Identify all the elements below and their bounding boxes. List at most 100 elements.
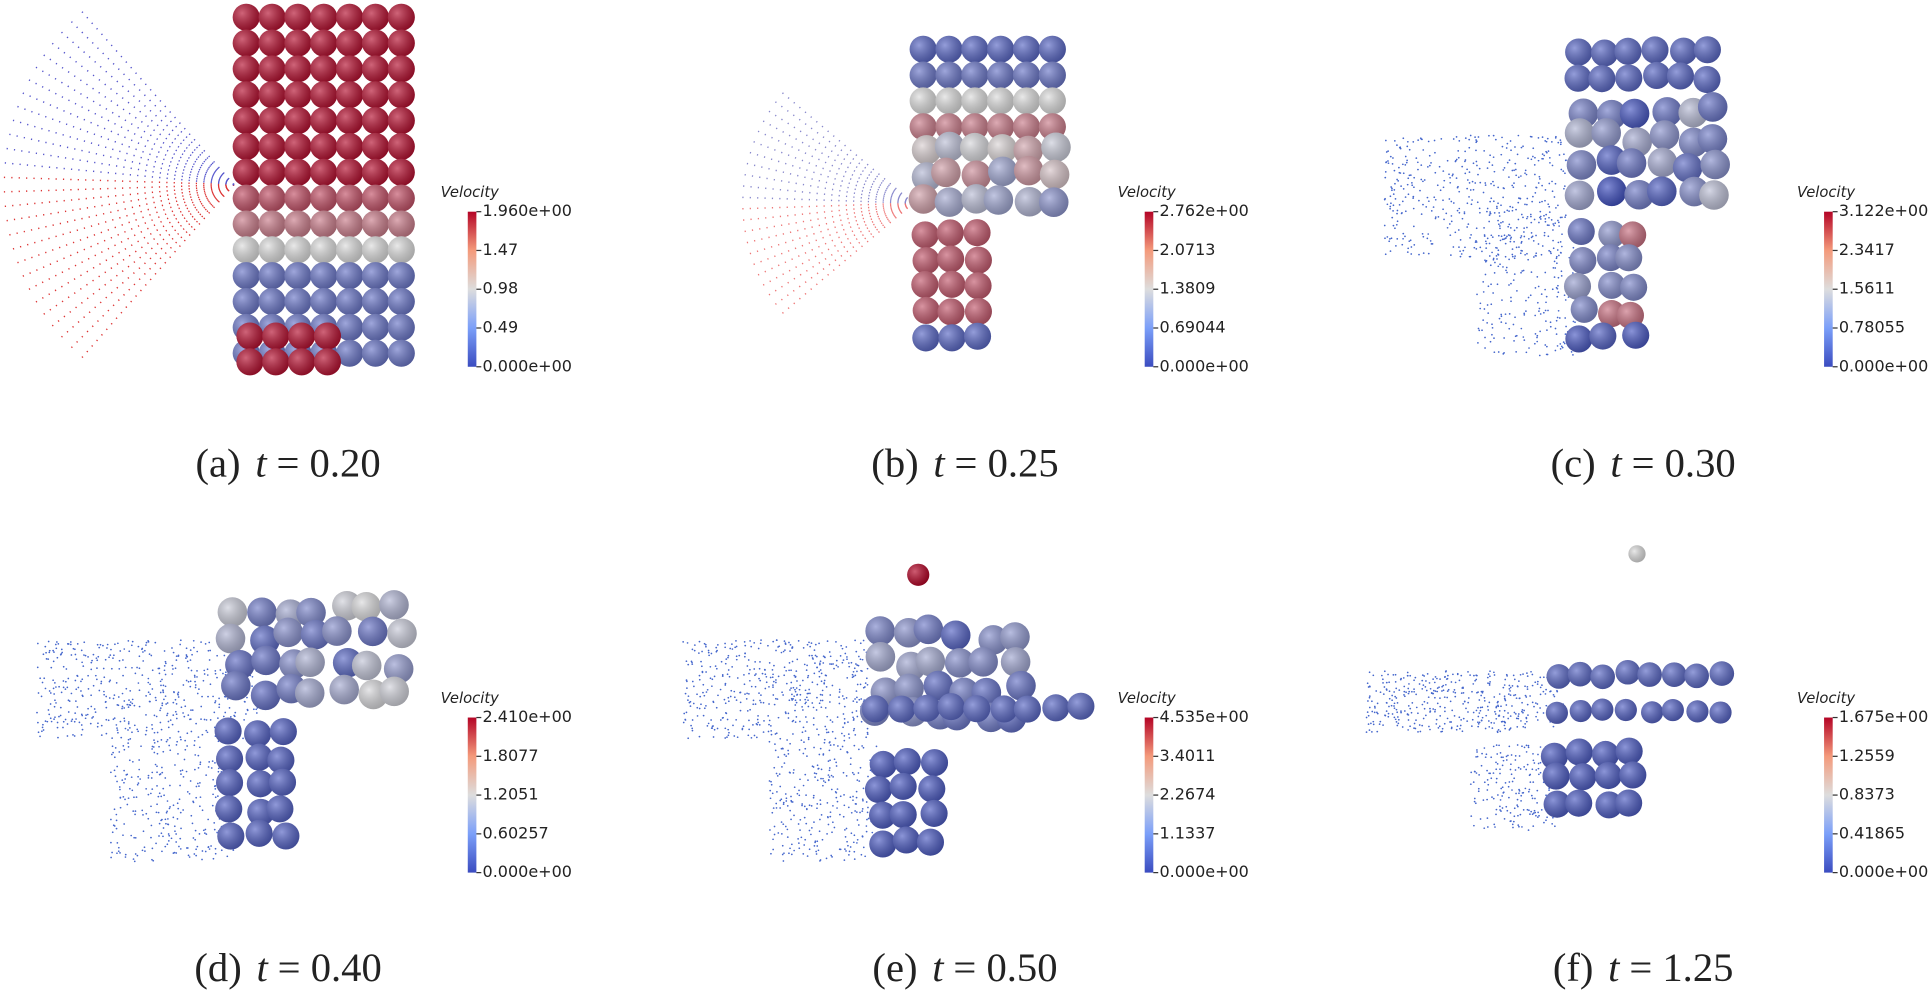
fluid-dot	[193, 853, 196, 855]
fluid-dot	[736, 736, 739, 739]
fluid-dot	[819, 747, 822, 750]
fluid-dot	[754, 674, 756, 677]
fluid-dot	[153, 751, 156, 754]
fluid-dot	[1518, 792, 1520, 795]
fluid-dot	[811, 765, 814, 768]
fluid-dot	[1501, 807, 1504, 809]
fluid-dot	[804, 747, 807, 750]
fluid-dot	[119, 720, 122, 723]
fluid-dot	[1394, 718, 1397, 721]
fluid-dot	[774, 733, 777, 735]
fluid-dot	[1492, 257, 1495, 260]
fluid-dot	[824, 706, 827, 709]
fluid-dot	[836, 800, 839, 803]
fluid-dot	[216, 676, 218, 679]
fluid-dot	[685, 711, 688, 714]
fluid-dot	[827, 774, 830, 776]
fluid-dot	[1425, 680, 1427, 682]
fluid-dot	[1387, 715, 1390, 718]
fluid-dot	[134, 853, 137, 855]
fluid-trace	[79, 184, 235, 361]
fluid-dot	[859, 683, 862, 686]
fluid-dot	[1385, 161, 1388, 163]
fluid-dot	[1491, 236, 1494, 238]
fluid-dot	[158, 773, 161, 776]
fluid-dot	[1365, 731, 1368, 734]
fluid-dot	[1476, 751, 1478, 753]
fluid-dot	[1539, 676, 1542, 679]
fluid-dot	[1466, 720, 1469, 722]
fluid-dot	[1537, 159, 1540, 162]
particle-shade	[310, 132, 338, 160]
particle-shade	[236, 348, 264, 376]
fluid-dot	[185, 679, 188, 682]
particle-shade	[1591, 118, 1621, 148]
fluid-dot	[1472, 162, 1475, 165]
fluid-dot	[1522, 673, 1524, 675]
fluid-dot	[1502, 169, 1505, 171]
fluid-dot	[1475, 709, 1478, 712]
fluid-dot	[53, 705, 56, 708]
fluid-dot	[129, 690, 132, 692]
fluid-dot	[728, 731, 730, 734]
fluid-dot	[1401, 726, 1404, 728]
fluid-dot	[1548, 205, 1551, 208]
fluid-dot	[790, 843, 793, 846]
fluid-dot	[110, 648, 112, 651]
fluid-dot	[838, 688, 841, 691]
fluid-dot	[703, 694, 706, 697]
fluid-dot	[151, 748, 153, 750]
fluid-dot	[110, 841, 112, 844]
fluid-dot	[132, 858, 135, 860]
fluid-dot	[837, 665, 839, 668]
fluid-dot	[1421, 688, 1424, 690]
fluid-dot	[1392, 210, 1394, 212]
fluid-dot	[1557, 309, 1560, 312]
labels: Velocity1.960e+001.470.980.490.000e+00(a…	[194, 184, 1928, 990]
fluid-dot	[179, 643, 182, 646]
fluid-dot	[717, 694, 719, 697]
fluid-dot	[1468, 182, 1471, 184]
particle-shade	[1661, 662, 1687, 687]
fluid-dot	[137, 782, 140, 785]
fluid-dot	[844, 652, 847, 655]
fluid-dot	[1436, 702, 1439, 705]
fluid-dot	[832, 821, 834, 824]
fluid-dot	[1524, 253, 1526, 256]
particle-shade	[351, 591, 382, 622]
fluid-dot	[784, 793, 787, 795]
fluid-dot	[1501, 795, 1504, 797]
fluid-dot	[743, 683, 746, 686]
fluid-dot	[1529, 294, 1532, 297]
fluid-dot	[691, 719, 694, 721]
fluid-dot	[1528, 809, 1530, 812]
fluid-dot	[727, 700, 730, 703]
fluid-dot	[90, 694, 92, 697]
fluid-dot	[133, 836, 136, 839]
particle-shade	[990, 695, 1018, 723]
fluid-dot	[1446, 226, 1449, 229]
fluid-dot	[172, 651, 175, 654]
fluid-dot	[131, 640, 134, 643]
colorbar	[467, 211, 477, 367]
fluid-dot	[1452, 246, 1455, 248]
fluid-dot	[832, 776, 835, 778]
particle-shade	[361, 3, 389, 31]
fluid-dot	[175, 655, 178, 658]
fluid-dot	[1467, 223, 1470, 226]
fluid-dot	[721, 717, 724, 719]
particle-shade	[964, 297, 992, 326]
fluid-dot	[103, 693, 105, 696]
fluid-dot	[1477, 173, 1479, 176]
particle-shade	[1564, 118, 1595, 148]
fluid-dot	[127, 797, 130, 800]
fluid-dot	[1524, 185, 1527, 187]
fluid-dot	[838, 696, 840, 699]
fluid-dot	[1545, 301, 1547, 304]
fluid-dot	[1547, 203, 1550, 206]
fluid-dot	[119, 852, 121, 854]
fluid-dot	[811, 702, 814, 704]
fluid-dot	[180, 706, 183, 709]
fluid-dot	[122, 744, 125, 747]
fluid-trace	[2, 183, 235, 223]
